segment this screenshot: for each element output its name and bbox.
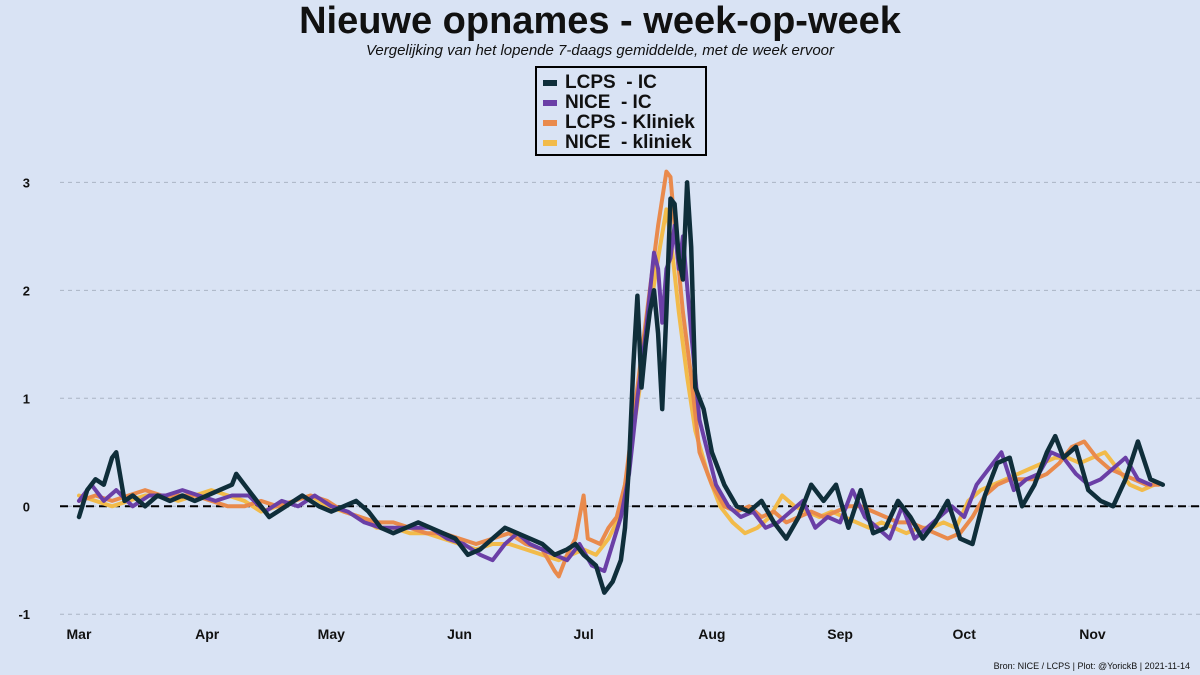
chart-subtitle: Vergelijking van het lopende 7-daags gem… <box>365 42 835 59</box>
legend-item: LCPS - IC <box>543 72 705 93</box>
legend-label: NICE - kliniek <box>565 132 692 153</box>
legend-swatch <box>543 140 557 146</box>
y-tick-label: 3 <box>23 175 30 190</box>
series-line <box>77 169 1161 579</box>
series-line <box>76 180 1166 595</box>
x-tick-label: Nov <box>1079 626 1106 642</box>
legend-swatch <box>543 120 557 126</box>
x-tick-label: Apr <box>195 626 220 642</box>
legend: LCPS - IC NICE - IC LCPS - Kliniek NICE - k… <box>535 66 707 156</box>
x-tick-label: May <box>318 626 345 642</box>
y-tick-label: 0 <box>23 499 30 514</box>
series-line <box>77 223 1153 573</box>
x-tick-label: Sep <box>827 626 853 642</box>
legend-item: NICE - kliniek <box>543 132 705 153</box>
legend-swatch <box>543 80 557 86</box>
legend-label: LCPS - Kliniek <box>565 112 695 133</box>
legend-label: NICE - IC <box>565 92 652 113</box>
legend-item: NICE - IC <box>543 92 705 113</box>
x-tick-label: Oct <box>953 626 977 642</box>
y-tick-label: 2 <box>23 283 30 298</box>
x-tick-label: Jun <box>447 626 472 642</box>
y-tick-label: -1 <box>18 607 30 622</box>
legend-item: LCPS - Kliniek <box>543 112 705 133</box>
x-tick-label: Jul <box>574 626 594 642</box>
source-caption: Bron: NICE / LCPS | Plot: @YorickB | 202… <box>993 661 1190 671</box>
y-tick-label: 1 <box>23 391 30 406</box>
x-tick-label: Mar <box>67 626 92 642</box>
legend-swatch <box>543 100 557 106</box>
legend-label: LCPS - IC <box>565 72 657 93</box>
chart-title: Nieuwe opnames - week-op-week <box>299 0 901 42</box>
x-tick-label: Aug <box>698 626 725 642</box>
